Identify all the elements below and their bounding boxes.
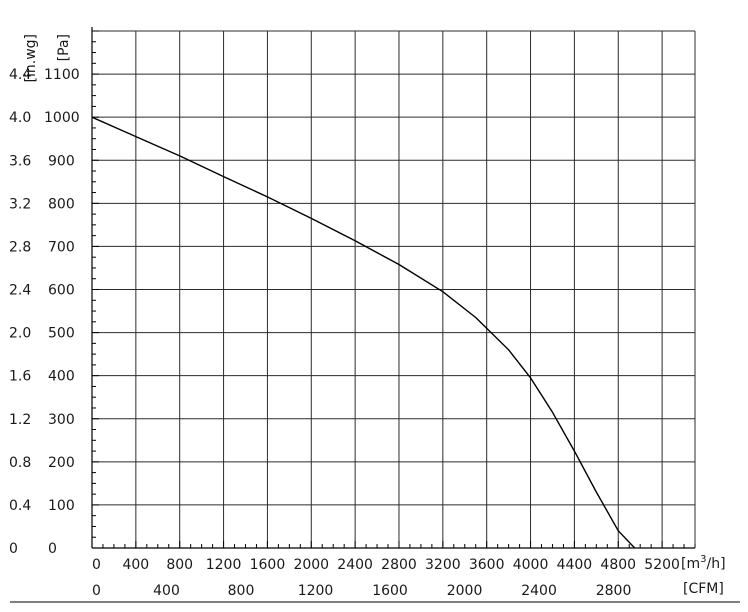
x-tick-label-m3h: 4400 — [557, 557, 593, 573]
x-tick-label-m3h: 5200 — [644, 557, 680, 573]
tick-labels: 0 0 0.4 100 0.8 200 1.2 300 1.6 400 2.0 500 2.4 600 2.… — [9, 67, 680, 599]
x-tick-label-cfm: 1600 — [372, 583, 408, 599]
x-tick-label-cfm: 2800 — [596, 583, 632, 599]
x-tick-label-m3h: 2400 — [337, 557, 373, 573]
y-tick-label-inwg: 2.0 — [9, 326, 31, 342]
y-tick-label-pa: 500 — [48, 326, 75, 342]
x-tick-label-cfm: 2400 — [521, 583, 557, 599]
y-tick-label-inwg: 4.0 — [9, 110, 31, 126]
x-tick-label-cfm: 2000 — [447, 583, 483, 599]
y-tick-label-pa: 1100 — [44, 67, 80, 83]
performance-curve — [91, 116, 636, 549]
y-tick-label-inwg: 2.8 — [9, 239, 31, 255]
y-tick-label-pa: 200 — [48, 455, 75, 471]
y-tick-label-pa: 700 — [48, 239, 75, 255]
y-tick-label-pa: 0 — [48, 541, 57, 557]
x-tick-label-cfm: 0 — [92, 583, 101, 599]
y-tick-label-pa: 900 — [48, 153, 75, 169]
y-tick-label-pa: 600 — [48, 283, 75, 299]
x-tick-label-m3h: 400 — [122, 557, 149, 573]
x-tick-label-m3h: 4000 — [513, 557, 549, 573]
x-tick-label-cfm: 400 — [153, 583, 180, 599]
y-tick-label-inwg: 4.4 — [9, 67, 31, 83]
y-tick-label-pa: 100 — [48, 498, 75, 514]
x-tick-label-m3h: 2000 — [293, 557, 329, 573]
y-tick-label-inwg: 3.6 — [9, 153, 31, 169]
x-tick-label-m3h: 4800 — [600, 557, 636, 573]
minor-ticks — [91, 30, 696, 549]
y-tick-label-pa: 400 — [48, 369, 75, 385]
y-tick-label-inwg: 1.6 — [9, 369, 31, 385]
x-tick-label-m3h: 800 — [166, 557, 193, 573]
y-tick-label-inwg: 2.4 — [9, 283, 31, 299]
y-tick-label-inwg: 3.2 — [9, 196, 31, 212]
x-tick-label-cfm: 800 — [228, 583, 255, 599]
x-tick-label-m3h: 1600 — [250, 557, 286, 573]
y-unit-inwg: [in.wg] — [23, 34, 39, 82]
axes — [10, 27, 740, 603]
y-tick-label-inwg: 1.2 — [9, 412, 31, 428]
x-tick-label-cfm: 1200 — [298, 583, 334, 599]
x-tick-label-m3h: 3600 — [469, 557, 505, 573]
grid — [92, 30, 696, 548]
y-unit-pa: [Pa] — [56, 34, 72, 61]
x-tick-label-m3h: 0 — [92, 557, 101, 573]
y-tick-label-inwg: 0.8 — [9, 455, 31, 471]
y-tick-label-pa: 800 — [48, 196, 75, 212]
x-tick-label-m3h: 1200 — [206, 557, 242, 573]
y-tick-label-pa: 1000 — [44, 110, 80, 126]
x-tick-label-m3h: 2800 — [381, 557, 417, 573]
x-unit-m3h: [m3/h] — [681, 554, 726, 572]
x-tick-label-m3h: 3200 — [425, 557, 461, 573]
y-tick-label-inwg: 0 — [9, 541, 18, 557]
x-unit-cfm: [CFM] — [683, 581, 724, 597]
y-tick-label-inwg: 0.4 — [9, 498, 31, 514]
series — [91, 116, 636, 549]
y-tick-label-pa: 300 — [48, 412, 75, 428]
